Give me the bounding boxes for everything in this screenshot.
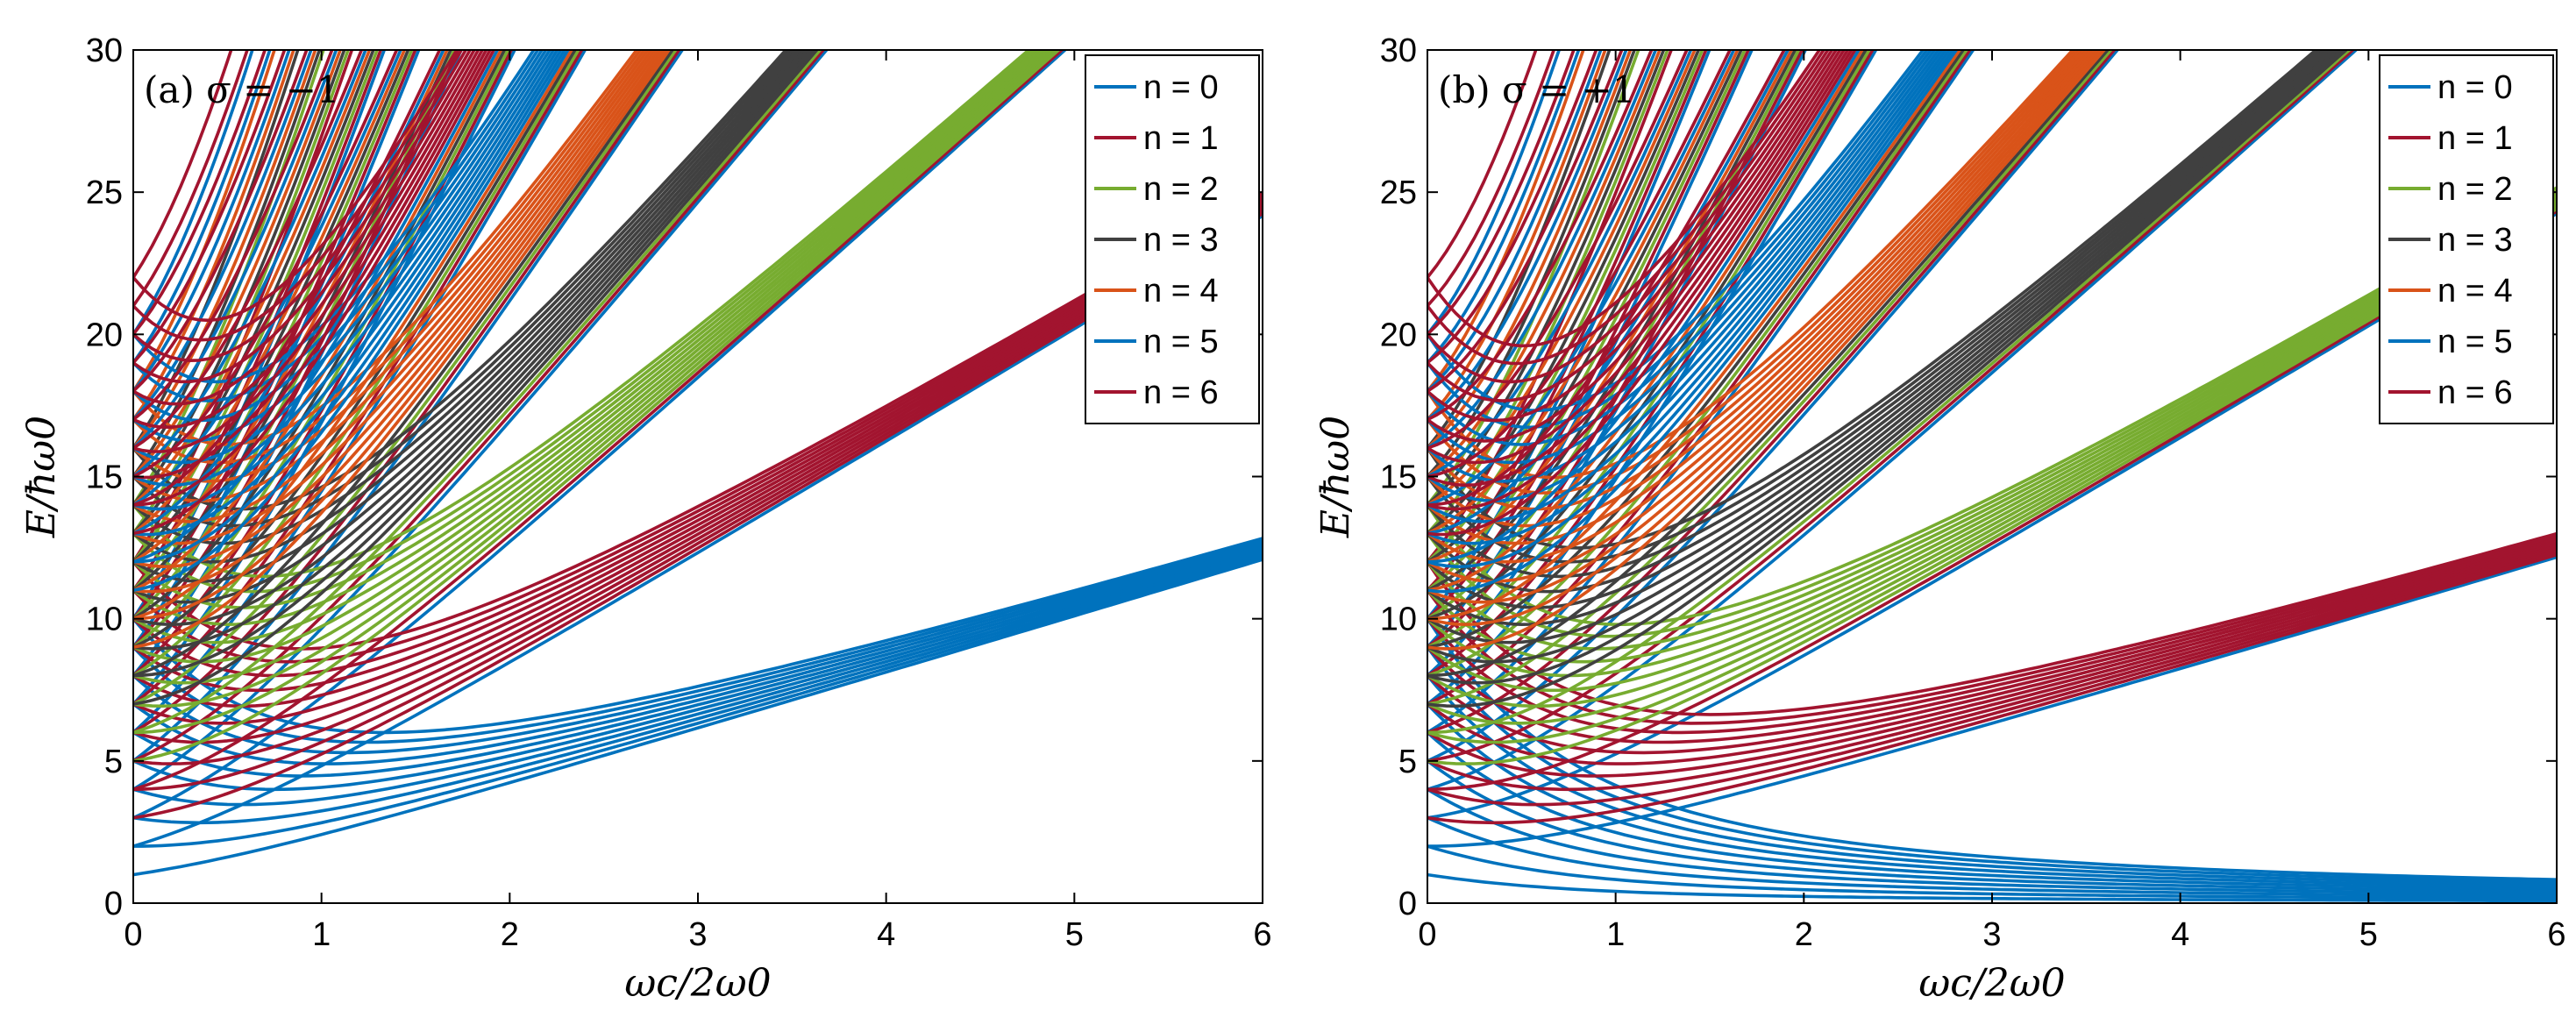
x-tick-label: 3: [688, 916, 707, 953]
x-tick-label: 5: [1065, 916, 1084, 953]
legend-label: n = 1: [1143, 120, 1219, 157]
x-tick-label: 0: [1418, 916, 1436, 953]
panel-title: (a) σ = −1: [144, 68, 340, 111]
x-axis-label: ωc/2ω0: [1918, 961, 2065, 1006]
x-tick-label: 6: [1253, 916, 1271, 953]
y-tick-label: 20: [86, 317, 123, 353]
x-axis-label: ωc/2ω0: [624, 961, 771, 1006]
y-tick-label: 5: [104, 744, 123, 780]
x-tick-label: 1: [312, 916, 331, 953]
legend-label: n = 0: [1143, 69, 1219, 106]
legend-label: n = 4: [1143, 273, 1219, 310]
legend-label: n = 3: [2437, 222, 2513, 259]
y-tick-label: 15: [1380, 459, 1417, 496]
x-tick-label: 2: [1795, 916, 1813, 953]
x-tick-label: 4: [877, 916, 895, 953]
legend-label: n = 5: [2437, 324, 2513, 360]
legend-label: n = 4: [2437, 273, 2513, 310]
x-tick-label: 4: [2171, 916, 2189, 953]
x-tick-label: 3: [1982, 916, 2001, 953]
y-tick-label: 5: [1398, 744, 1417, 780]
legend: n = 0 n = 1 n = 2 n = 3 n = 4 n = 5 n = 6: [1085, 55, 1259, 424]
legend-label: n = 6: [2437, 374, 2513, 411]
legend: n = 0 n = 1 n = 2 n = 3 n = 4 n = 5 n = 6: [2380, 55, 2553, 424]
legend-label: n = 1: [2437, 120, 2513, 157]
figure: 0 1 2 3 4 5 6051015202530ωc/2ω0E/ħω0(a) σ = −1…: [0, 0, 2576, 1018]
legend-label: n = 2: [2437, 171, 2513, 208]
x-tick-label: 6: [2547, 916, 2565, 953]
y-tick-label: 30: [1380, 32, 1417, 69]
panel-a: 0 1 2 3 4 5 6 0 5 10 15 20 25 30 ωc/2ω0 E/ħω0 (a) σ = −1…: [19, 0, 1272, 1006]
y-axis-label: E/ħω0: [19, 416, 64, 538]
y-tick-label: 10: [1380, 602, 1417, 638]
y-tick-label: 0: [1398, 886, 1417, 922]
y-tick-label: 25: [86, 174, 123, 211]
legend-label: n = 5: [1143, 324, 1219, 360]
panel-b: 0 1 2 3 4 5 6 0 5 10 15 20 25 30 ωc/2ω0 E/ħω0 (b) σ = +1…: [1313, 0, 2566, 1006]
y-tick-label: 10: [86, 602, 123, 638]
x-tick-label: 5: [2359, 916, 2378, 953]
y-tick-label: 30: [86, 32, 123, 69]
y-tick-label: 0: [104, 886, 123, 922]
y-tick-label: 25: [1380, 174, 1417, 211]
y-axis-label: E/ħω0: [1313, 416, 1358, 538]
panel-title: (b) σ = +1: [1438, 68, 1635, 111]
x-tick-label: 2: [501, 916, 519, 953]
y-tick-label: 15: [86, 459, 123, 496]
legend-label: n = 2: [1143, 171, 1219, 208]
legend-label: n = 3: [1143, 222, 1219, 259]
y-tick-label: 20: [1380, 317, 1417, 353]
x-tick-label: 1: [1606, 916, 1625, 953]
x-tick-label: 0: [124, 916, 142, 953]
legend-label: n = 0: [2437, 69, 2513, 106]
legend-label: n = 6: [1143, 374, 1219, 411]
